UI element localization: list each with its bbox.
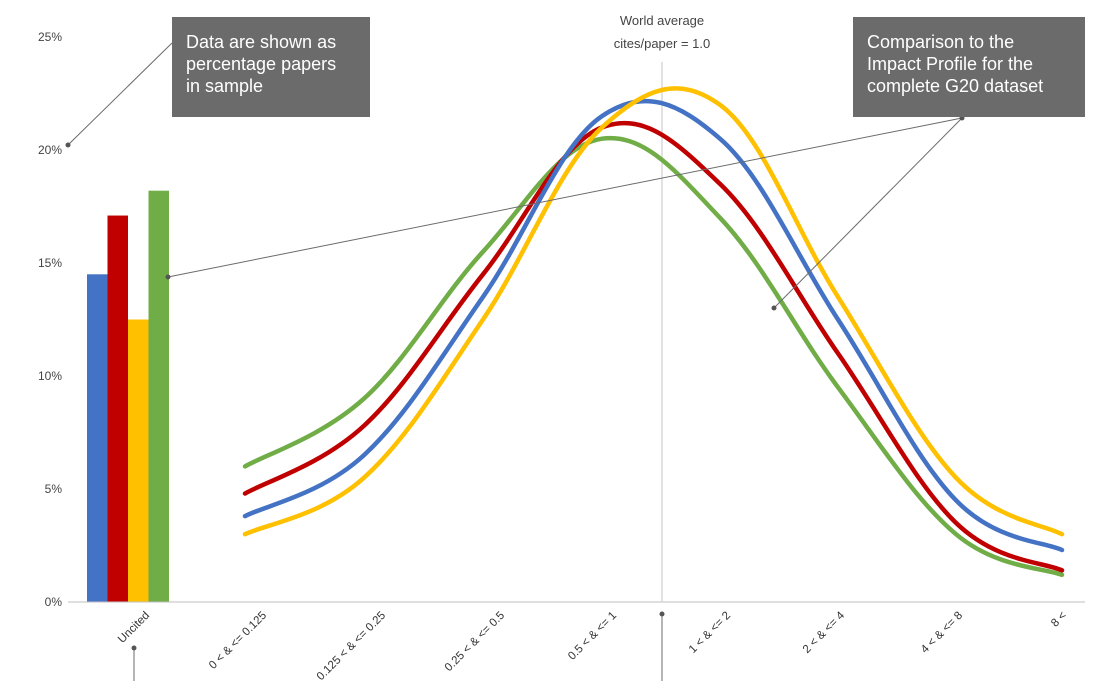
callout-right-connector [167, 117, 963, 278]
uncited-bar [128, 319, 149, 602]
series-line [242, 86, 1065, 537]
callout-right-line: Impact Profile for the [867, 54, 1034, 74]
series-line [242, 98, 1065, 553]
reference-label-line2: cites/paper = 1.0 [614, 36, 710, 51]
connector-dot [65, 142, 71, 148]
callout-g20-comparison: Comparison to the Impact Profile for the… [853, 17, 1085, 117]
uncited-bars [87, 190, 169, 603]
x-tick-label: 0.5 < & <= 1 [566, 610, 619, 663]
x-tick-label: 8 < [1049, 609, 1069, 629]
marker-dot [131, 645, 137, 651]
callout-left-connector [67, 42, 173, 146]
connector-dot [165, 274, 171, 280]
connector-dot [771, 305, 777, 311]
uncited-bar [107, 215, 128, 603]
uncited-bar [87, 274, 108, 602]
callout-left-line: percentage papers [186, 54, 337, 74]
callout-left-line: Data are shown as [186, 32, 337, 52]
y-tick-label: 25% [38, 30, 62, 44]
callout-percentage-note: Data are shown as percentage papers in s… [172, 17, 370, 117]
y-tick-label: 20% [38, 143, 62, 157]
reference-label-line1: World average [620, 13, 704, 28]
callout-right-line: Comparison to the [867, 32, 1015, 52]
x-tick-label: 0 < & <= 0.125 [207, 610, 269, 672]
callout-right-connector [773, 117, 963, 309]
x-tick-label: Uncited [116, 610, 152, 646]
uncited-bar [148, 190, 169, 602]
x-tick-labels: Uncited 0 < & <= 0.125 0.125 < & <= 0.25 0.… [116, 609, 1069, 681]
y-tick-label: 5% [45, 482, 63, 496]
x-tick-label: 0.125 < & <= 0.25 [315, 610, 388, 681]
x-tick-label: 0.25 < & <= 0.5 [443, 610, 507, 674]
series-line [242, 120, 1065, 573]
y-tick-label: 15% [38, 256, 62, 270]
x-tick-label: 4 < & <= 8 [919, 610, 965, 656]
callout-right-line: complete G20 dataset [867, 76, 1044, 96]
callout-left-line: in sample [186, 76, 264, 96]
marker-dot [659, 611, 665, 617]
series-lines [242, 86, 1065, 578]
callout-connectors [65, 42, 965, 681]
series-line [242, 135, 1065, 578]
y-tick-label: 0% [45, 595, 63, 609]
x-tick-label: 2 < & <= 4 [801, 609, 848, 656]
x-tick-label: 1 < & <= 2 [687, 610, 733, 656]
y-axis: 0% 5% 10% 15% 20% 25% [38, 30, 62, 609]
y-tick-label: 10% [38, 369, 62, 383]
